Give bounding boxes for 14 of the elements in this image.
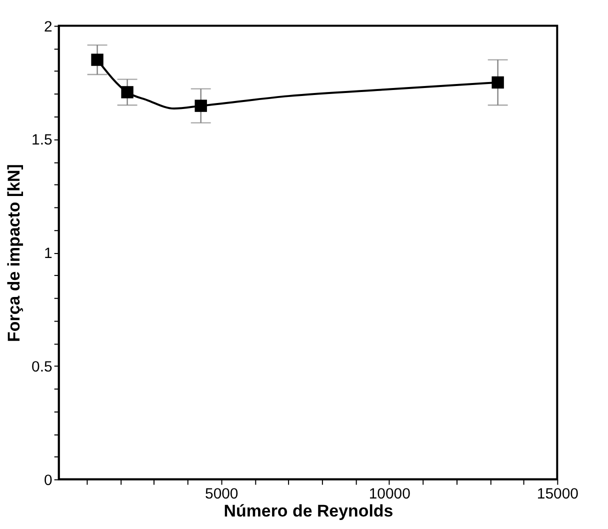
point (194, 100, 207, 112)
x-tick-label: 5000 (205, 486, 238, 503)
point (91, 54, 104, 66)
y-tick-label: 0.5 (32, 358, 52, 376)
point (492, 76, 504, 89)
y-axis-title: Força de impacto [kN] (4, 164, 24, 342)
y-tick-label: 0 (44, 472, 52, 489)
x-tick-label: 10000 (368, 486, 410, 503)
y-tick-label: 1.5 (32, 132, 52, 149)
x-tick-label: 15000 (536, 486, 578, 503)
point (121, 86, 134, 98)
y-tick-label: 1 (44, 245, 52, 262)
x-axis-title: Número de Reynolds (224, 502, 394, 521)
y-tick-label: 2 (44, 18, 52, 36)
